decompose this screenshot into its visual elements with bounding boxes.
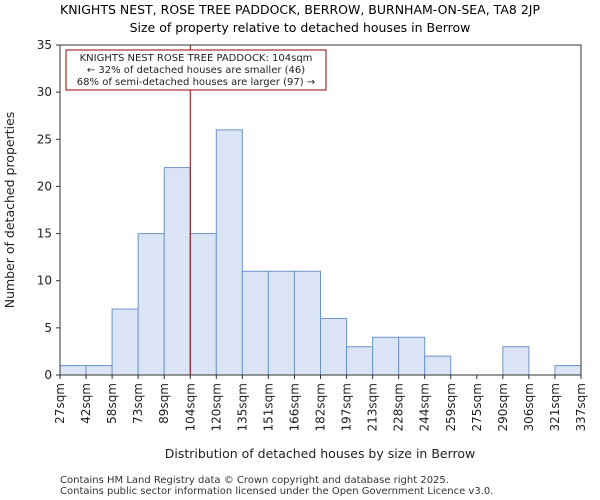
x-tick-label: 259sqm: [444, 383, 458, 431]
y-tick-label: 25: [37, 132, 52, 146]
bar-321sqm: [554, 365, 582, 376]
x-tick-label: 151sqm: [261, 383, 275, 431]
bar-58sqm: [111, 308, 139, 376]
x-tick-label: 213sqm: [366, 383, 380, 431]
x-tick-label: 42sqm: [79, 383, 93, 424]
annotation-line-2: ← 32% of detached houses are smaller (46…: [87, 65, 305, 76]
footer-line-2: Contains public sector information licen…: [60, 486, 493, 497]
y-axis-label: Number of detached properties: [2, 112, 17, 309]
x-tick-label: 197sqm: [340, 383, 354, 431]
bar-213sqm: [372, 336, 400, 376]
y-axis: 0 5 10 15 20 25 30 35: [37, 38, 60, 382]
bar-120sqm: [215, 129, 243, 376]
bar-89sqm: [163, 167, 191, 376]
x-tick-label: 337sqm: [574, 383, 588, 431]
chart-title: KNIGHTS NEST, ROSE TREE PADDOCK, BERROW,…: [60, 2, 540, 17]
y-tick-label: 20: [37, 179, 52, 193]
bar-135sqm: [241, 270, 269, 376]
x-tick-label: 135sqm: [235, 383, 249, 431]
x-tick-label: 321sqm: [548, 383, 562, 431]
bar-73sqm: [137, 233, 165, 376]
x-tick-label: 27sqm: [53, 383, 67, 424]
bar-290sqm: [502, 346, 530, 376]
x-tick-label: 290sqm: [496, 383, 510, 431]
annotation-box: KNIGHTS NEST ROSE TREE PADDOCK: 104sqm ←…: [65, 49, 327, 91]
y-tick-label: 30: [37, 85, 52, 99]
x-tick-label: 275sqm: [470, 383, 484, 431]
chart-subtitle: Size of property relative to detached ho…: [130, 20, 471, 35]
annotation-frame: [65, 49, 327, 91]
y-tick-label: 15: [37, 227, 52, 241]
bars: [59, 129, 582, 376]
bar-182sqm: [320, 317, 348, 376]
footer-line-1: Contains HM Land Registry data © Crown c…: [60, 475, 449, 486]
bar-166sqm: [293, 270, 322, 376]
bar-228sqm: [398, 336, 426, 376]
x-tick-label: 73sqm: [131, 383, 145, 424]
bar-27sqm: [59, 365, 87, 376]
y-tick-label: 0: [44, 368, 52, 382]
x-tick-label: 104sqm: [183, 383, 197, 431]
x-tick-label: 120sqm: [209, 383, 223, 431]
x-tick-label: 58sqm: [105, 383, 119, 424]
x-axis-label: Distribution of detached houses by size …: [165, 446, 476, 461]
bar-42sqm: [85, 365, 113, 376]
bar-104sqm: [189, 233, 217, 376]
y-tick-label: 5: [44, 321, 52, 335]
x-tick-label: 182sqm: [314, 383, 328, 431]
bar-244sqm: [424, 355, 452, 376]
y-tick-label: 35: [37, 38, 52, 52]
x-tick-label: 244sqm: [418, 383, 432, 431]
bar-197sqm: [346, 346, 374, 376]
x-tick-label: 166sqm: [287, 383, 301, 431]
bar-151sqm: [267, 270, 295, 376]
x-tick-label: 89sqm: [157, 383, 171, 424]
annotation-line-1: KNIGHTS NEST ROSE TREE PADDOCK: 104sqm: [80, 53, 313, 64]
x-tick-label: 228sqm: [392, 383, 406, 431]
annotation-line-3: 68% of semi-detached houses are larger (…: [77, 77, 315, 88]
x-axis: 27sqm 42sqm 58sqm 73sqm 89sqm 104sqm 120sqm 135…: [53, 375, 588, 431]
x-tick-label: 306sqm: [522, 383, 536, 431]
y-tick-label: 10: [37, 274, 52, 288]
